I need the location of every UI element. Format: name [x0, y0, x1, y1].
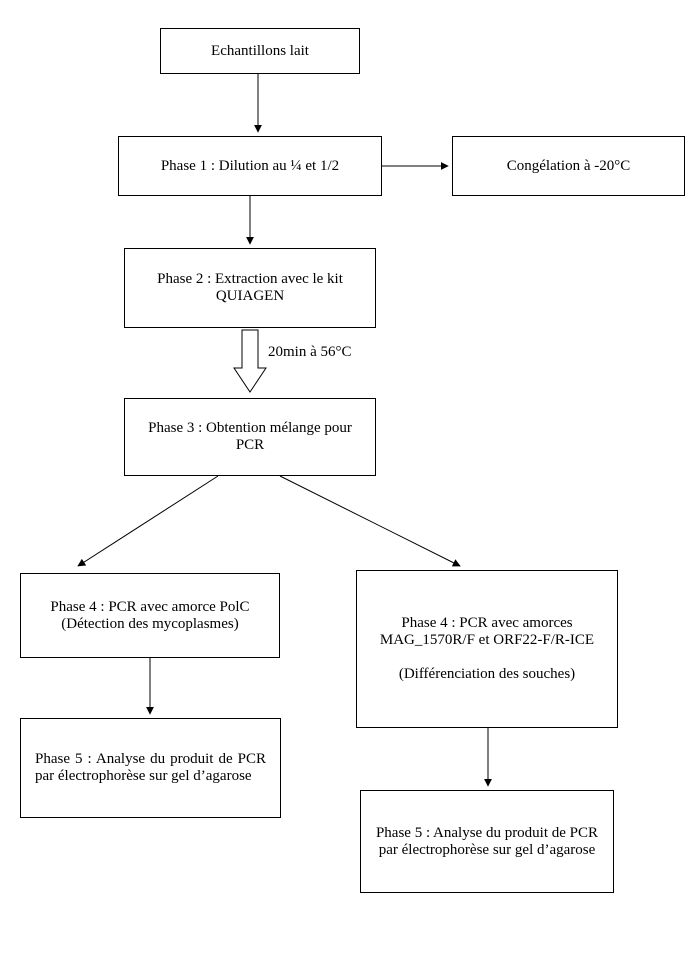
node-label: Phase 3 : Obtention mélange pour PCR	[133, 420, 367, 454]
node-label: Phase 5 : Analyse du produit de PCR par …	[369, 825, 605, 859]
node-label: Echantillons lait	[211, 43, 309, 60]
node-phase4b: Phase 4 : PCR avec amorces MAG_1570R/F e…	[356, 570, 618, 728]
node-phase5a: Phase 5 : Analyse du produit de PCR par …	[20, 718, 281, 818]
node-phase5b: Phase 5 : Analyse du produit de PCR par …	[360, 790, 614, 893]
block-arrow-icon	[234, 330, 266, 392]
node-echantillons: Echantillons lait	[160, 28, 360, 74]
node-label: Phase 1 : Dilution au ¼ et 1/2	[161, 158, 339, 175]
node-congelation: Congélation à -20°C	[452, 136, 685, 196]
edge	[78, 476, 218, 566]
node-label: Phase 4 : PCR avec amorces MAG_1570R/F e…	[365, 615, 609, 683]
annotation-label: 20min à 56°C	[268, 344, 352, 360]
edge	[280, 476, 460, 566]
node-phase2: Phase 2 : Extraction avec le kit QUIAGEN	[124, 248, 376, 328]
node-label: Phase 4 : PCR avec amorce PolC (Détectio…	[29, 599, 271, 633]
node-label: Phase 2 : Extraction avec le kit QUIAGEN	[133, 271, 367, 305]
node-phase3: Phase 3 : Obtention mélange pour PCR	[124, 398, 376, 476]
annotation-20min: 20min à 56°C	[268, 344, 352, 361]
node-phase1: Phase 1 : Dilution au ¼ et 1/2	[118, 136, 382, 196]
node-label: Congélation à -20°C	[507, 158, 630, 175]
node-label: Phase 5 : Analyse du produit de PCR par …	[35, 751, 266, 785]
node-phase4a: Phase 4 : PCR avec amorce PolC (Détectio…	[20, 573, 280, 658]
